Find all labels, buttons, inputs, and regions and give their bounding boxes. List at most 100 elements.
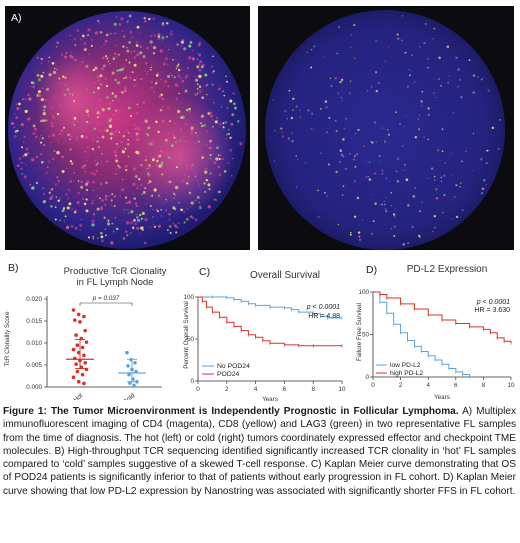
cell-marker (198, 53, 202, 57)
cell-marker (173, 122, 177, 126)
cell-marker (390, 205, 392, 207)
cell-marker (138, 32, 140, 34)
cell-marker (144, 70, 146, 72)
cell-marker (180, 149, 183, 152)
cell-marker (435, 96, 438, 99)
cell-marker (373, 172, 377, 175)
cell-marker (98, 106, 102, 109)
cell-marker (150, 166, 152, 169)
cold-tumor-svg (265, 10, 505, 250)
cell-marker (385, 210, 388, 213)
cell-marker (146, 133, 150, 137)
cell-marker (145, 203, 147, 205)
cell-marker (160, 150, 163, 152)
cell-marker (209, 154, 211, 156)
cell-marker (397, 37, 400, 40)
cell-marker (164, 139, 168, 142)
cell-marker (125, 221, 130, 225)
cell-marker (18, 157, 22, 160)
cell-marker (455, 56, 458, 60)
xtick-label: 6 (283, 386, 287, 393)
cell-marker (108, 63, 111, 65)
cell-marker (115, 56, 118, 58)
cell-marker (161, 21, 165, 25)
cell-marker (69, 93, 71, 95)
cell-marker (373, 121, 376, 124)
cell-marker (14, 112, 16, 115)
cell-marker (25, 147, 29, 151)
cell-marker (427, 114, 430, 116)
cell-marker (100, 160, 102, 163)
cell-marker (135, 84, 138, 86)
cell-marker (273, 159, 276, 162)
cell-marker (93, 214, 95, 216)
cell-marker (92, 236, 94, 238)
cell-marker (188, 191, 191, 194)
cell-marker (90, 201, 94, 205)
cell-marker (184, 76, 188, 79)
cell-marker (152, 17, 155, 20)
cell-marker (184, 91, 186, 93)
cell-marker (156, 159, 159, 163)
cell-marker (407, 85, 409, 88)
cell-marker (64, 93, 67, 96)
cell-marker (161, 105, 164, 108)
cell-marker (120, 67, 124, 71)
cell-marker (174, 152, 177, 155)
cell-marker (35, 135, 38, 138)
cell-marker (139, 45, 142, 48)
cell-marker (127, 155, 129, 158)
cell-marker (84, 111, 87, 114)
cell-marker (146, 172, 150, 175)
cell-marker (104, 127, 107, 129)
cell-marker (24, 153, 28, 157)
cell-marker (170, 30, 173, 33)
cell-marker (167, 85, 170, 88)
clonality-point (84, 340, 89, 344)
cell-marker (120, 90, 124, 94)
cell-marker (67, 189, 71, 192)
cell-marker (128, 132, 130, 134)
cell-marker (198, 85, 202, 88)
cell-marker (73, 100, 76, 103)
cell-marker (407, 204, 410, 207)
cell-marker (423, 41, 426, 45)
cell-marker (167, 106, 170, 109)
cell-marker (232, 92, 235, 95)
cell-marker (198, 184, 200, 186)
cell-marker (79, 63, 81, 65)
cell-marker (116, 112, 119, 115)
cell-marker (65, 52, 68, 54)
cell-marker (126, 143, 130, 146)
cell-marker (421, 201, 423, 204)
cell-marker (209, 146, 212, 150)
cell-marker (79, 223, 83, 227)
cell-marker (111, 71, 115, 75)
cell-marker (311, 112, 314, 115)
panel-b-category-label: Cold (122, 392, 137, 400)
cell-marker (169, 231, 172, 235)
cell-marker (96, 195, 99, 197)
cell-marker (104, 39, 108, 43)
cell-marker (361, 219, 364, 221)
cell-marker (310, 66, 313, 69)
cell-marker (122, 219, 124, 222)
cell-marker (386, 197, 388, 199)
cell-marker (93, 82, 96, 85)
cell-marker (135, 132, 139, 136)
cell-marker (205, 179, 208, 182)
cell-marker (53, 150, 56, 152)
cell-marker (200, 122, 202, 124)
cell-marker (175, 67, 178, 70)
cell-marker (129, 221, 134, 225)
cell-marker (151, 158, 155, 162)
cell-marker (143, 19, 147, 23)
cell-marker (185, 171, 187, 173)
xtick-label: 10 (507, 382, 515, 389)
cell-marker (100, 47, 103, 49)
clonality-point (126, 364, 130, 368)
cell-marker (155, 74, 159, 77)
cell-marker (127, 200, 132, 204)
cell-marker (174, 185, 179, 190)
xtick-label: 10 (338, 386, 346, 393)
